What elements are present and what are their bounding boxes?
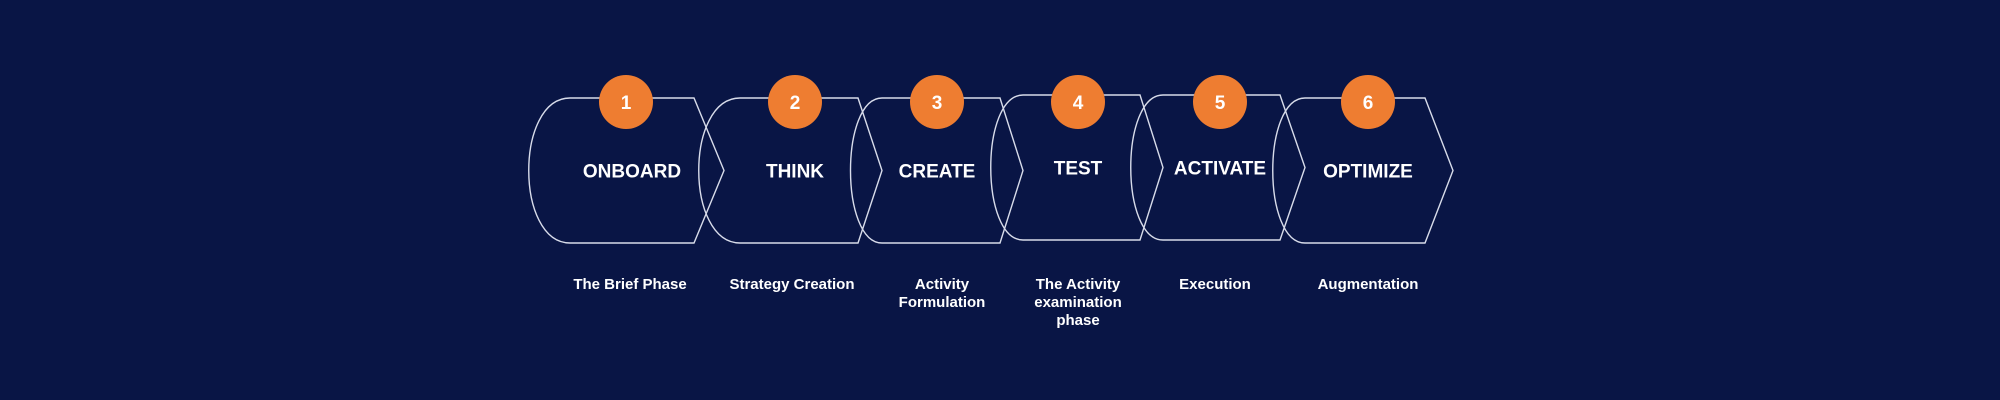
step-title-5: ACTIVATE xyxy=(1174,159,1266,180)
step-shapes: ONBOARD THINK CREATE TEST ACTIVATE OPTIMIZE xyxy=(528,94,1454,244)
step-caption-6: Augmentation xyxy=(1317,276,1419,293)
step-chevron-5 xyxy=(1130,94,1306,241)
step-badge-3 xyxy=(910,75,964,129)
step-chevron-3 xyxy=(849,97,1024,244)
step-caption-4: The Activity examination phase xyxy=(1034,276,1122,329)
step-number-6: 6 xyxy=(1363,93,1374,114)
step-badge-5 xyxy=(1193,75,1247,129)
step-badges: 1 2 3 4 5 6 xyxy=(599,75,1395,129)
step-title-2: THINK xyxy=(766,162,824,183)
step-chevron-6 xyxy=(1272,97,1454,244)
step-number-3: 3 xyxy=(932,93,943,114)
step-badge-2 xyxy=(768,75,822,129)
step-caption-2: Strategy Creation xyxy=(729,276,855,293)
step-caption-3: Activity Formulation xyxy=(898,276,986,311)
step-number-1: 1 xyxy=(621,93,632,114)
step-badge-1 xyxy=(599,75,653,129)
step-chevron-2 xyxy=(698,97,883,244)
step-chevron-4 xyxy=(990,94,1164,241)
step-number-4: 4 xyxy=(1073,93,1084,114)
step-badge-4 xyxy=(1051,75,1105,129)
step-caption-1: The Brief Phase xyxy=(573,276,687,293)
step-title-1: ONBOARD xyxy=(583,162,681,183)
step-title-4: TEST xyxy=(1054,159,1103,180)
step-chevron-1 xyxy=(528,97,725,244)
step-number-2: 2 xyxy=(790,93,801,114)
step-badge-6 xyxy=(1341,75,1395,129)
step-caption-5: Execution xyxy=(1179,276,1251,293)
step-number-5: 5 xyxy=(1215,93,1226,114)
step-title-6: OPTIMIZE xyxy=(1323,162,1413,183)
step-title-3: CREATE xyxy=(899,162,976,183)
